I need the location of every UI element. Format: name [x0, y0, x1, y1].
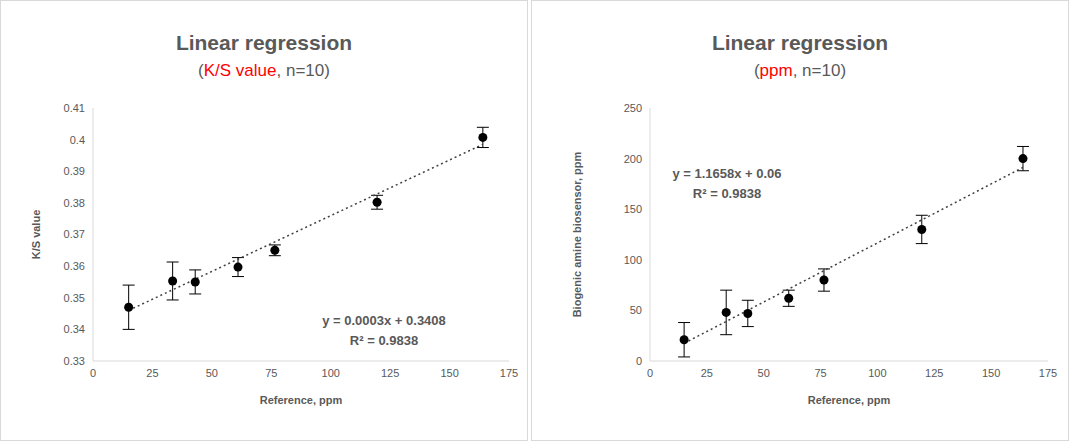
svg-text:Reference, ppm: Reference, ppm: [808, 394, 891, 406]
svg-text:100: 100: [322, 367, 340, 379]
html-text:Linear regression: Linear regression: [175, 31, 353, 54]
svg-text:175: 175: [500, 367, 518, 379]
svg-text:150: 150: [982, 367, 1000, 379]
html-text:y = 0.0003x + 0.3408: y = 0.0003x + 0.3408: [322, 313, 446, 328]
svg-text:0.4: 0.4: [70, 134, 85, 146]
svg-text:25: 25: [146, 367, 158, 379]
svg-text:125: 125: [925, 367, 943, 379]
svg-text:100: 100: [868, 367, 886, 379]
svg-text:100: 100: [624, 254, 642, 266]
svg-text:250: 250: [624, 102, 642, 114]
svg-text:0.37: 0.37: [64, 228, 85, 240]
html-text:(ppm, n=10): (ppm, n=10): [753, 61, 847, 80]
svg-text:50: 50: [758, 367, 770, 379]
svg-text:Biogenic amine biosensor, ppm: Biogenic amine biosensor, ppm: [571, 151, 583, 317]
svg-text:50: 50: [630, 304, 642, 316]
svg-text:0.35: 0.35: [64, 292, 85, 304]
svg-text:175: 175: [1039, 367, 1057, 379]
svg-text:0.41: 0.41: [64, 102, 85, 114]
svg-text:200: 200: [624, 153, 642, 165]
svg-text:K/S value: K/S value: [30, 210, 42, 260]
html-text:Linear regression: Linear regression: [711, 31, 889, 54]
html-text:R² = 0.9838: R² = 0.9838: [692, 186, 762, 201]
html-text:R² = 0.9838: R² = 0.9838: [349, 333, 419, 348]
svg-text:75: 75: [814, 367, 826, 379]
svg-text:0.36: 0.36: [64, 260, 85, 272]
svg-text:50: 50: [206, 367, 218, 379]
svg-text:0: 0: [636, 355, 642, 367]
svg-text:150: 150: [440, 367, 458, 379]
svg-text:150: 150: [624, 203, 642, 215]
svg-text:0.34: 0.34: [64, 323, 85, 335]
svg-text:75: 75: [265, 367, 277, 379]
svg-text:0.38: 0.38: [64, 197, 85, 209]
svg-text:0: 0: [647, 367, 653, 379]
svg-text:0: 0: [90, 367, 96, 379]
svg-text:125: 125: [381, 367, 399, 379]
html-text:(K/S value, n=10): (K/S value, n=10): [198, 61, 330, 80]
html-text:y = 1.1658x + 0.06: y = 1.1658x + 0.06: [672, 166, 782, 181]
svg-text:0.39: 0.39: [64, 165, 85, 177]
svg-text:0.33: 0.33: [64, 355, 85, 367]
svg-text:Reference, ppm: Reference, ppm: [260, 394, 343, 406]
svg-text:25: 25: [701, 367, 713, 379]
